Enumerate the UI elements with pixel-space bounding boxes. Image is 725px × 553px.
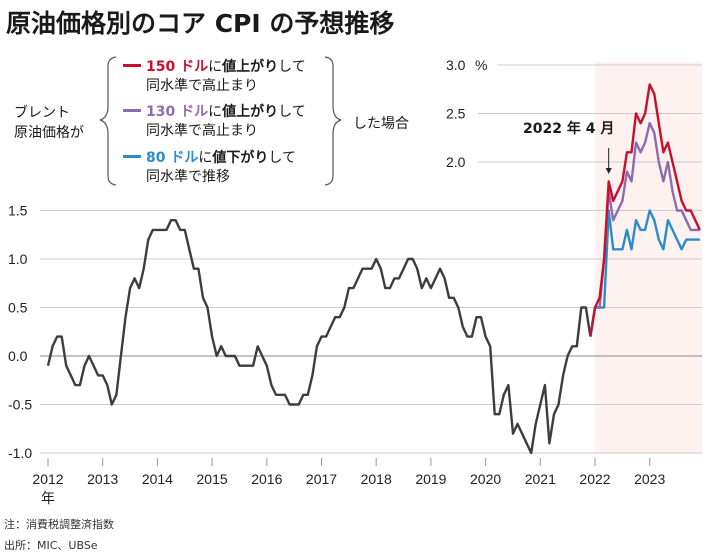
x-tick-label: 2015 [197,471,228,487]
y-tick-label: 0.5 [8,300,28,316]
legend-tail-150: して [278,59,306,75]
y-tick-label: -0.5 [8,397,32,413]
y-unit-label: % [475,57,487,73]
legend-verb-plain-150: に [208,59,223,75]
y-tick-label: 2.0 [446,154,466,170]
legend-item-80: 80 ドルに値下がりして 同水準で推移 [123,149,296,187]
legend-verb-bold-130: 値上がり [222,104,279,120]
x-tick-label: 2021 [525,471,556,487]
x-tick-label: 2020 [470,471,501,487]
footnote: 注：消費税調整済指数 [4,518,114,531]
x-unit-label: 年 [41,490,55,506]
y-tick-label: 0.0 [8,348,28,364]
left-brace [99,56,117,186]
legend-item-150: 150 ドルに値上がりして 同水準で高止まり [123,58,306,96]
legend-intro-line2: 原油価格が [14,125,84,141]
x-tick-label: 2016 [251,471,282,487]
x-tick-label: 2013 [87,471,118,487]
legend-outro: した場合 [353,116,409,132]
y-tick-label: -1.0 [8,445,32,461]
y-tick-label: 1.5 [8,203,28,219]
legend-price-80: 80 ドル [146,150,199,166]
legend-verb-bold-150: 値上がり [222,59,279,75]
right-brace [324,56,342,186]
y-tick-label: 2.5 [446,106,466,122]
x-tick-label: 2022 [579,471,610,487]
series-forecast-line-150 [589,83,701,337]
x-tick-label: 2012 [32,471,63,487]
legend-line2-130: 同水準で高止まり [146,123,258,139]
annotation-label: 2022 年 4 月 [523,121,615,137]
legend-swatch-150 [123,63,141,67]
x-tick-label: 2018 [361,471,392,487]
legend-item-130: 130 ドルに値上がりして 同水準で高止まり [123,103,306,141]
legend-intro: ブレント 原油価格が [14,103,84,143]
legend-line2-80: 同水準で推移 [146,169,230,185]
series-forecast-line-80 [589,209,700,337]
annotation-arrow-head [605,168,612,174]
legend-verb-plain-130: に [208,104,223,120]
x-tick-label: 2023 [634,471,665,487]
series-actual-line [46,218,592,455]
legend-price-150: 150 ドル [146,59,209,75]
legend-tail-80: して [268,150,296,166]
x-tick-label: 2019 [415,471,446,487]
source-note: 出所：MIC、UBSe [4,539,98,552]
legend-tail-130: して [278,104,306,120]
y-tick-label: 1.0 [8,251,28,267]
chart-title: 原油価格別のコア CPI の予想推移 [6,9,395,38]
legend-price-130: 130 ドル [146,104,209,120]
legend-intro-line1: ブレント [14,105,70,121]
legend-swatch-80 [123,154,141,158]
x-tick-label: 2014 [142,471,173,487]
x-tick-label: 2017 [306,471,337,487]
legend-swatch-130 [123,108,141,112]
legend-verb-plain-80: に [198,150,213,166]
legend-line2-150: 同水準で高止まり [146,78,258,94]
legend-verb-bold-80: 値下がり [212,150,269,166]
y-tick-label: 3.0 [446,57,466,73]
